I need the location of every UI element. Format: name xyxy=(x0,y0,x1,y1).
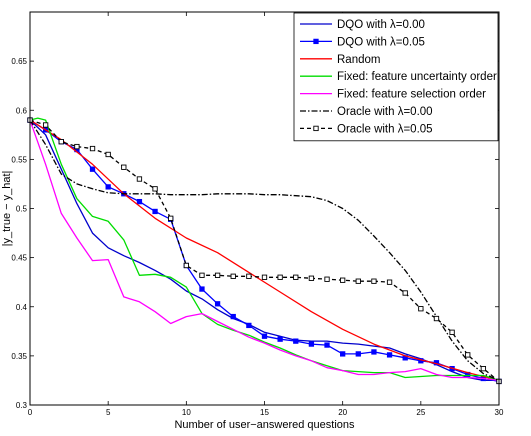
series-point-6 xyxy=(214,272,221,278)
series-point-6 xyxy=(58,139,64,145)
legend-label-4: Fixed: feature selection order xyxy=(337,89,486,101)
series-point-1 xyxy=(324,342,330,348)
series-layer xyxy=(27,117,502,385)
series-point-6 xyxy=(449,329,455,335)
ticks-layer: 0 5 10 15 20 25 30 0.3 0.35 0.4 0.45 0.5 0.55 0.6 0.65 xyxy=(11,12,504,417)
legend: DQO with λ=0.00 DQO with λ=0.05 Random Fixe… xyxy=(293,12,499,142)
series-point-1 xyxy=(246,322,252,329)
series-point-6 xyxy=(199,272,205,278)
series-point-6 xyxy=(89,145,96,152)
series-point-6 xyxy=(105,151,111,158)
series-point-6 xyxy=(230,273,236,279)
y-tick-label: 0.3 xyxy=(16,401,28,410)
x-tick-label: 15 xyxy=(260,408,269,417)
series-point-1 xyxy=(308,341,315,347)
series-point-6 xyxy=(246,273,252,279)
series-point-6 xyxy=(465,352,471,358)
series-point-1 xyxy=(89,166,96,172)
series-point-6 xyxy=(293,274,299,280)
series-point-6 xyxy=(168,215,174,221)
series-point-6 xyxy=(183,262,189,269)
series-point-6 xyxy=(418,306,424,312)
series-point-1 xyxy=(261,333,268,339)
series-point-6 xyxy=(371,278,377,284)
series-point-1 xyxy=(136,198,143,205)
series-point-6 xyxy=(74,143,80,150)
series-point-1 xyxy=(230,313,236,320)
legend-box xyxy=(293,12,499,142)
x-tick-label: 5 xyxy=(106,408,111,417)
y-tick-label: 0.65 xyxy=(11,57,27,66)
series-point-1 xyxy=(340,351,346,357)
series-point-6 xyxy=(355,278,361,284)
y-tick-label: 0.4 xyxy=(16,303,28,312)
series-point-1 xyxy=(105,184,111,190)
y-tick-label: 0.5 xyxy=(16,205,28,214)
series-point-6 xyxy=(324,276,330,282)
y-tick-label: 0.45 xyxy=(11,254,27,263)
y-axis-label: |y_true − y_hat| xyxy=(1,171,13,247)
legend-label-0: DQO with λ=0.00 xyxy=(337,19,425,31)
series-point-1 xyxy=(199,286,205,292)
plot-frame xyxy=(29,11,500,406)
legend-label-1: DQO with λ=0.05 xyxy=(337,36,425,48)
legend-label-6: Oracle with λ=0.05 xyxy=(337,123,433,135)
x-tick-label: 10 xyxy=(182,408,191,417)
series-line-0 xyxy=(29,119,499,382)
series-point-1 xyxy=(152,208,158,215)
legend-label-2: Random xyxy=(337,54,380,66)
series-line-3 xyxy=(29,117,500,382)
series-point-6 xyxy=(136,176,143,182)
x-axis-label: Number of user−answered questions xyxy=(174,419,355,431)
series-point-6 xyxy=(308,275,315,281)
x-tick-label: 30 xyxy=(495,408,504,417)
x-tick-label: 20 xyxy=(338,408,347,417)
series-point-6 xyxy=(277,274,283,280)
series-line-4 xyxy=(29,119,500,382)
y-tick-label: 0.55 xyxy=(11,155,27,164)
series-point-1 xyxy=(214,301,221,307)
series-point-6 xyxy=(340,277,346,283)
y-tick-label: 0.35 xyxy=(11,352,27,361)
legend-label-3: Fixed: feature uncertainty order xyxy=(337,71,497,83)
series-point-1 xyxy=(293,338,299,344)
series-point-6 xyxy=(152,186,158,192)
series-point-1 xyxy=(371,349,377,355)
series-line-5 xyxy=(29,119,500,381)
legend-marker-1 xyxy=(313,38,319,45)
x-tick-label: 25 xyxy=(416,408,425,417)
series-point-6 xyxy=(121,164,127,170)
x-tick-label: 0 xyxy=(28,408,33,417)
series-point-6 xyxy=(42,122,49,128)
series-point-1 xyxy=(277,336,283,342)
series-point-6 xyxy=(433,315,440,322)
legend-marker-6 xyxy=(313,125,319,132)
series-point-6 xyxy=(480,365,487,372)
legend-label-5: Oracle with λ=0.00 xyxy=(337,106,433,118)
series-point-1 xyxy=(355,351,361,357)
series-point-6 xyxy=(386,279,393,285)
series-point-6 xyxy=(261,274,268,280)
series-point-1 xyxy=(386,352,393,358)
series-line-2 xyxy=(29,119,500,382)
series-point-6 xyxy=(402,290,408,296)
y-tick-label: 0.6 xyxy=(16,106,28,115)
